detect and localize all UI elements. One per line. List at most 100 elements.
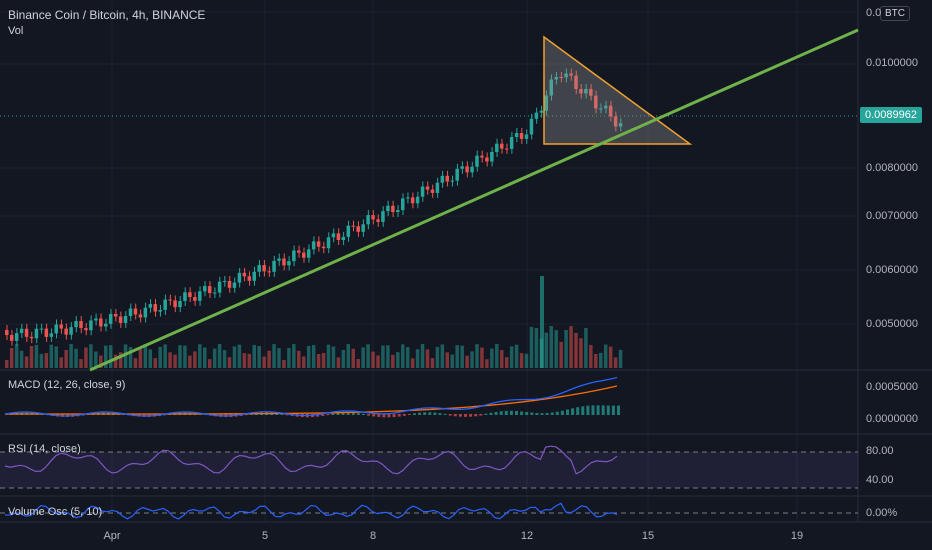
candle	[351, 225, 355, 227]
rsi-band	[0, 452, 858, 488]
candle	[524, 134, 529, 139]
volume-bar	[168, 352, 172, 368]
candle	[420, 186, 425, 197]
volume-bar	[49, 344, 54, 368]
macd-histogram-bar	[464, 414, 467, 417]
volume-bar	[158, 346, 162, 368]
volume-bar	[336, 357, 341, 368]
macd-histogram-bar	[525, 412, 529, 415]
candle	[356, 226, 360, 232]
volume-bar	[203, 347, 207, 368]
volume-bar	[544, 332, 549, 368]
candle	[79, 321, 83, 329]
volume-bar	[371, 351, 375, 368]
volume-bar	[9, 348, 14, 368]
volume-bar	[381, 345, 385, 368]
volume-bar	[351, 348, 355, 368]
macd-histogram-bar	[285, 414, 289, 416]
macd-histogram-bar	[362, 413, 365, 415]
volosc-tick-zero: 0.00%	[866, 507, 898, 519]
volume-bar	[29, 345, 34, 368]
candle	[222, 280, 227, 282]
volume-bar	[193, 351, 197, 368]
volume-bar	[123, 344, 128, 368]
volume-bar	[237, 344, 242, 368]
volume-bar	[222, 350, 227, 368]
macd-histogram-bar	[504, 410, 508, 415]
candle	[559, 77, 563, 79]
volume-bar	[19, 350, 24, 368]
candle	[326, 237, 331, 249]
volume-bar	[5, 360, 9, 368]
volume-bar	[99, 355, 103, 368]
macd-histogram-bar	[326, 414, 330, 416]
candle	[534, 112, 539, 119]
triangle-pattern	[543, 35, 693, 145]
macd-label[interactable]: MACD (12, 26, close, 9)	[8, 379, 126, 391]
volume-bar	[311, 344, 316, 368]
macd-histogram-bar	[387, 414, 391, 418]
volume-bar	[445, 352, 450, 368]
macd-histogram-bar	[540, 413, 544, 415]
volume-bar	[69, 344, 73, 368]
volume-label[interactable]: Vol	[8, 25, 24, 37]
candle	[123, 316, 128, 323]
candle	[405, 197, 410, 199]
candle	[99, 318, 103, 327]
rsi-line	[4, 445, 618, 475]
volume-bar	[341, 349, 346, 368]
volume-bar	[79, 359, 83, 368]
candle	[267, 271, 271, 273]
volume-bar	[366, 344, 370, 368]
macd-histogram-bar	[433, 412, 437, 415]
macd-histogram-bar	[418, 412, 422, 415]
macd-histogram-bar	[596, 405, 600, 415]
volume-bar	[277, 348, 281, 368]
volume-bar	[519, 353, 524, 368]
currency-badge[interactable]: BTC	[880, 6, 910, 21]
volume-bar	[554, 330, 558, 368]
macd-histogram-bar	[550, 412, 554, 415]
volume-bar	[178, 345, 182, 368]
symbol-title[interactable]: Binance Coin / Bitcoin, 4h, BINANCE	[8, 8, 206, 22]
volume-bar	[39, 353, 44, 368]
candle	[465, 166, 469, 173]
volume-bar	[34, 344, 39, 368]
macd-histogram-bar	[458, 414, 462, 417]
macd-histogram-bar	[484, 413, 488, 415]
price-tick-0070: 0.0070000	[866, 210, 918, 222]
volume-bar	[108, 345, 113, 368]
macd-histogram-bar	[576, 407, 580, 415]
candle	[470, 166, 474, 173]
volume-bar	[257, 346, 261, 368]
candle	[391, 205, 395, 213]
candle	[435, 182, 440, 193]
time-label-12: 12	[520, 530, 534, 542]
candle	[316, 241, 321, 247]
candle	[361, 224, 365, 232]
macd-histogram-bar	[606, 405, 610, 415]
candle	[183, 292, 187, 302]
time-label-apr: Apr	[103, 530, 121, 542]
volume-bar	[450, 354, 454, 368]
volume-osc-label[interactable]: Volume Osc (5, 10)	[8, 506, 103, 518]
macd-histogram-bar	[280, 413, 284, 415]
macd-tick-zero: 0.0000000	[866, 413, 918, 425]
rsi-label[interactable]: RSI (14, close)	[8, 443, 81, 455]
volume-bar	[267, 350, 271, 368]
macd-histogram-bar	[377, 414, 381, 418]
candle	[509, 137, 514, 149]
candle	[410, 197, 415, 204]
candle	[297, 250, 301, 253]
candle	[569, 73, 573, 76]
volume-bar	[420, 344, 425, 368]
candle	[108, 314, 113, 324]
macd-histogram-bar	[346, 412, 350, 415]
candle	[24, 328, 29, 337]
volume-bar	[425, 349, 430, 368]
candle	[321, 246, 326, 249]
candle	[599, 108, 603, 110]
volume-bar	[24, 356, 29, 368]
candle	[386, 205, 390, 212]
